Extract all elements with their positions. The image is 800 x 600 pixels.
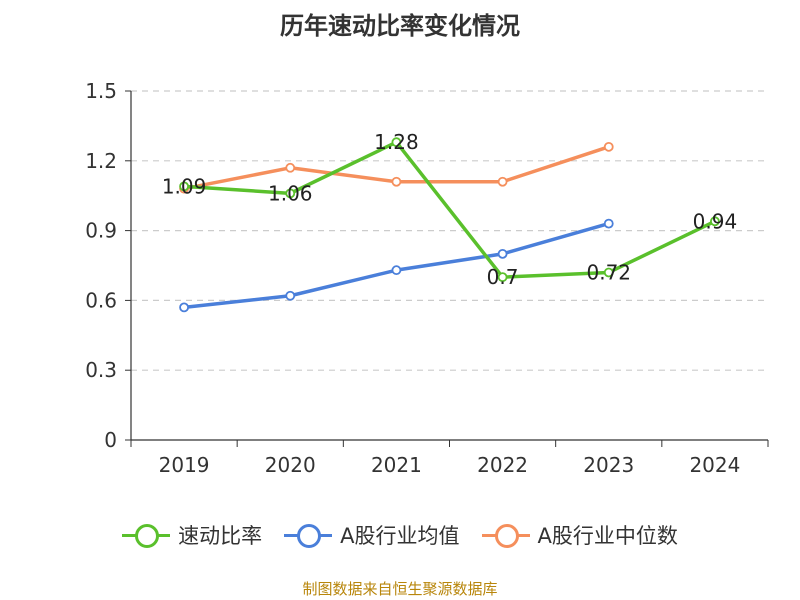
data-point [603, 267, 614, 278]
data-label: 0.7 [487, 265, 519, 289]
chart-title: 历年速动比率变化情况 [280, 12, 520, 40]
legend-item[interactable]: A股行业中位数 [481, 520, 678, 550]
y-tick-label: 1.2 [85, 149, 117, 173]
legend-label: 速动比率 [178, 524, 263, 548]
x-tick-label: 2023 [583, 453, 634, 477]
data-label: 0.94 [693, 209, 738, 233]
x-tick-label: 2019 [159, 453, 210, 477]
y-tick-label: 0 [104, 428, 117, 452]
data-point [285, 188, 296, 199]
data-point [603, 141, 614, 152]
data-label: 1.09 [162, 174, 207, 198]
legend: 速动比率 A股行业均值 A股行业中位数 [0, 520, 800, 550]
x-tick-label: 2022 [477, 453, 528, 477]
legend-marker-icon [284, 522, 333, 548]
legend-item[interactable]: A股行业均值 [284, 520, 460, 550]
y-tick-label: 1.5 [85, 79, 117, 103]
legend-label: A股行业中位数 [537, 524, 678, 548]
data-point [497, 176, 508, 187]
data-label: 1.28 [374, 130, 419, 154]
data-label: 0.72 [586, 260, 631, 284]
data-point [391, 265, 402, 276]
data-point [497, 248, 508, 259]
y-tick-label: 0.6 [85, 288, 117, 312]
data-point [179, 302, 189, 313]
legend-item[interactable]: 速动比率 [122, 520, 262, 550]
legend-marker-icon [481, 522, 530, 548]
data-point [179, 181, 189, 192]
legend-label: A股行业均值 [340, 524, 460, 548]
data-point [285, 290, 296, 301]
data-point [285, 162, 296, 173]
x-tick-label: 2020 [265, 453, 316, 477]
legend-marker-icon [122, 522, 171, 548]
data-label: 1.06 [268, 181, 313, 205]
data-point [710, 216, 720, 227]
data-point [497, 272, 508, 283]
y-tick-label: 0.3 [85, 358, 117, 382]
x-tick-label: 2024 [689, 453, 740, 477]
x-tick-label: 2021 [371, 453, 422, 477]
data-point [391, 137, 402, 148]
y-tick-label: 0.9 [85, 219, 117, 243]
data-point [603, 218, 614, 229]
data-point [391, 176, 402, 187]
series-line-0 [183, 140, 716, 279]
source-note: 制图数据来自恒生聚源数据库 [302, 580, 498, 598]
